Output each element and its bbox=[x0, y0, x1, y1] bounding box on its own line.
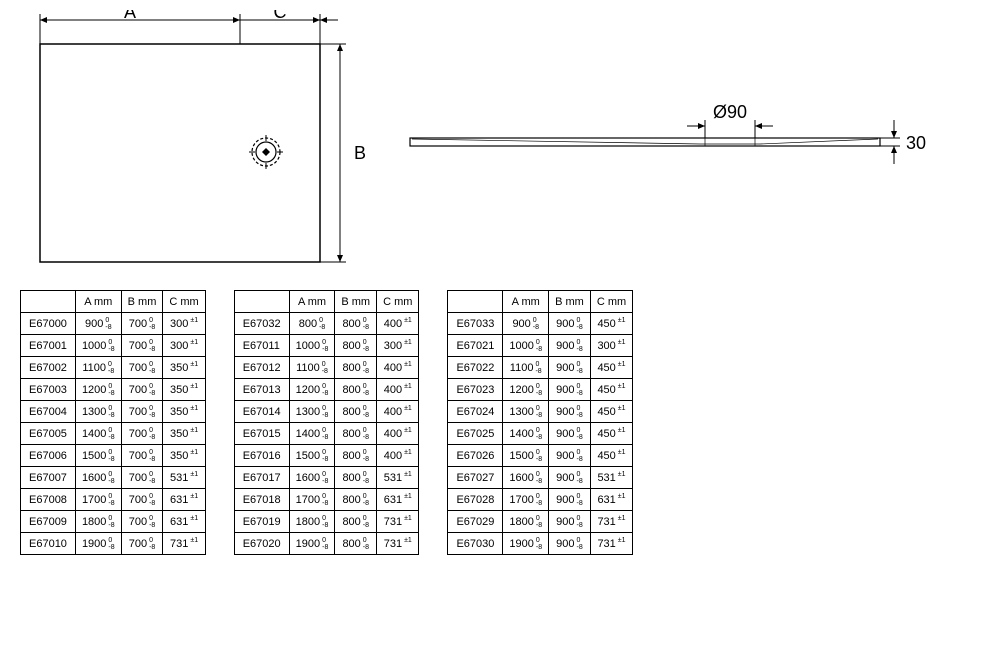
table-row: E6700110000-87000-8300±1 bbox=[21, 335, 206, 357]
product-code: E67030 bbox=[448, 533, 503, 555]
table-row: E6701918000-88000-8731±1 bbox=[234, 511, 419, 533]
product-code: E67009 bbox=[21, 511, 76, 533]
table-row: E6701110000-88000-8300±1 bbox=[234, 335, 419, 357]
product-code: E67033 bbox=[448, 313, 503, 335]
table-row: E6700716000-87000-8531±1 bbox=[21, 467, 206, 489]
col-header: A mm bbox=[75, 291, 121, 313]
drawing-svg: A C B Ø90 30 bbox=[10, 10, 990, 285]
dimension-table-3: A mmB mmC mmE670339000-89000-8450±1 E670… bbox=[447, 290, 633, 555]
table-row: E6702211000-89000-8450±1 bbox=[448, 357, 633, 379]
col-header: A mm bbox=[503, 291, 549, 313]
product-code: E67003 bbox=[21, 379, 76, 401]
table-row: E6700211000-87000-8350±1 bbox=[21, 357, 206, 379]
product-code: E67005 bbox=[21, 423, 76, 445]
product-code: E67007 bbox=[21, 467, 76, 489]
col-header: C mm bbox=[163, 291, 205, 313]
product-code: E67029 bbox=[448, 511, 503, 533]
product-code: E67006 bbox=[21, 445, 76, 467]
table-row: E6702110000-89000-8300±1 bbox=[448, 335, 633, 357]
product-code: E67024 bbox=[448, 401, 503, 423]
col-header: A mm bbox=[289, 291, 335, 313]
product-code: E67011 bbox=[234, 335, 289, 357]
dimension-table-1: A mmB mmC mmE670009000-87000-8300±1 E670… bbox=[20, 290, 206, 555]
table-row: E6702312000-89000-8450±1 bbox=[448, 379, 633, 401]
table-row: E670339000-89000-8450±1 bbox=[448, 313, 633, 335]
table-row: E6702413000-89000-8450±1 bbox=[448, 401, 633, 423]
product-code: E67013 bbox=[234, 379, 289, 401]
svg-text:A: A bbox=[124, 10, 136, 22]
col-header: C mm bbox=[377, 291, 419, 313]
dimension-table-2: A mmB mmC mmE670328000-88000-8400±1 E670… bbox=[234, 290, 420, 555]
table-row: E6702615000-89000-8450±1 bbox=[448, 445, 633, 467]
product-code: E67014 bbox=[234, 401, 289, 423]
table-row: E6702817000-89000-8631±1 bbox=[448, 489, 633, 511]
dimension-tables: A mmB mmC mmE670009000-87000-8300±1 E670… bbox=[10, 290, 990, 555]
table-row: E670328000-88000-8400±1 bbox=[234, 313, 419, 335]
product-code: E67028 bbox=[448, 489, 503, 511]
table-row: E6702514000-89000-8450±1 bbox=[448, 423, 633, 445]
product-code: E67023 bbox=[448, 379, 503, 401]
svg-text:C: C bbox=[274, 10, 287, 22]
col-header: B mm bbox=[335, 291, 377, 313]
table-row: E6701312000-88000-8400±1 bbox=[234, 379, 419, 401]
col-header: B mm bbox=[121, 291, 163, 313]
product-code: E67020 bbox=[234, 533, 289, 555]
table-row: E6701615000-88000-8400±1 bbox=[234, 445, 419, 467]
table-row: E6700312000-87000-8350±1 bbox=[21, 379, 206, 401]
table-row: E670009000-87000-8300±1 bbox=[21, 313, 206, 335]
table-row: E6701211000-88000-8400±1 bbox=[234, 357, 419, 379]
col-header: C mm bbox=[590, 291, 632, 313]
product-code: E67021 bbox=[448, 335, 503, 357]
product-code: E67017 bbox=[234, 467, 289, 489]
product-code: E67010 bbox=[21, 533, 76, 555]
table-row: E6701514000-88000-8400±1 bbox=[234, 423, 419, 445]
svg-text:30: 30 bbox=[906, 133, 926, 153]
svg-text:B: B bbox=[354, 143, 366, 163]
product-code: E67032 bbox=[234, 313, 289, 335]
table-row: E6703019000-89000-8731±1 bbox=[448, 533, 633, 555]
table-row: E6700615000-87000-8350±1 bbox=[21, 445, 206, 467]
table-row: E6700413000-87000-8350±1 bbox=[21, 401, 206, 423]
product-code: E67000 bbox=[21, 313, 76, 335]
table-row: E6701716000-88000-8531±1 bbox=[234, 467, 419, 489]
table-row: E6700817000-87000-8631±1 bbox=[21, 489, 206, 511]
table-row: E6702716000-89000-8531±1 bbox=[448, 467, 633, 489]
product-code: E67026 bbox=[448, 445, 503, 467]
technical-drawing: A C B Ø90 30 bbox=[10, 10, 990, 290]
product-code: E67001 bbox=[21, 335, 76, 357]
product-code: E67018 bbox=[234, 489, 289, 511]
table-row: E6702918000-89000-8731±1 bbox=[448, 511, 633, 533]
product-code: E67008 bbox=[21, 489, 76, 511]
product-code: E67016 bbox=[234, 445, 289, 467]
product-code: E67022 bbox=[448, 357, 503, 379]
product-code: E67027 bbox=[448, 467, 503, 489]
table-row: E6701413000-88000-8400±1 bbox=[234, 401, 419, 423]
product-code: E67015 bbox=[234, 423, 289, 445]
product-code: E67019 bbox=[234, 511, 289, 533]
table-row: E6700514000-87000-8350±1 bbox=[21, 423, 206, 445]
table-row: E6702019000-88000-8731±1 bbox=[234, 533, 419, 555]
product-code: E67012 bbox=[234, 357, 289, 379]
table-row: E6700918000-87000-8631±1 bbox=[21, 511, 206, 533]
col-header: B mm bbox=[549, 291, 591, 313]
product-code: E67002 bbox=[21, 357, 76, 379]
table-row: E6701019000-87000-8731±1 bbox=[21, 533, 206, 555]
product-code: E67025 bbox=[448, 423, 503, 445]
table-row: E6701817000-88000-8631±1 bbox=[234, 489, 419, 511]
product-code: E67004 bbox=[21, 401, 76, 423]
svg-text:Ø90: Ø90 bbox=[713, 102, 747, 122]
